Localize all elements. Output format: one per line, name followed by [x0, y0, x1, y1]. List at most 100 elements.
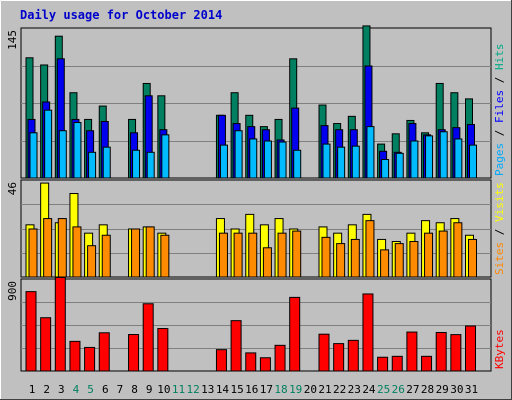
x-tick-label-day-16: 16 — [245, 383, 258, 396]
bar-kbytes-kbytes-day-6 — [98, 332, 110, 372]
bar-kbytes-kbytes-day-14 — [215, 349, 227, 372]
bar-hits-pages-day-8 — [132, 149, 141, 179]
bar-hits-pages-day-2 — [44, 109, 53, 179]
x-tick-label-day-5: 5 — [87, 383, 94, 396]
x-tick-label-day-29: 29 — [436, 383, 449, 396]
bar-hits-pages-day-14 — [219, 144, 228, 179]
bar-hits-pages-day-22 — [337, 146, 346, 179]
bar-hits-pages-day-28 — [425, 135, 434, 179]
bar-kbytes-kbytes-day-25 — [377, 356, 389, 372]
panel-kbytes-legend: KBytes — [493, 329, 506, 369]
bar-kbytes-kbytes-day-23 — [347, 339, 359, 372]
bar-hits-pages-day-25 — [381, 159, 390, 179]
bar-visits-sites-day-15 — [233, 232, 243, 278]
legend-entry: Hits — [493, 44, 506, 71]
bar-kbytes-kbytes-day-8 — [128, 334, 140, 372]
bar-hits-pages-day-4 — [73, 122, 82, 179]
bar-kbytes-kbytes-day-24 — [362, 293, 374, 372]
x-tick-label-day-15: 15 — [230, 383, 243, 396]
x-tick-label-day-23: 23 — [348, 383, 361, 396]
bar-kbytes-kbytes-day-18 — [274, 344, 286, 372]
bar-hits-pages-day-10 — [161, 134, 170, 179]
bar-kbytes-kbytes-day-15 — [230, 320, 242, 372]
bar-kbytes-kbytes-day-22 — [333, 343, 345, 372]
bar-kbytes-kbytes-day-29 — [435, 331, 447, 372]
legend-entry: Pages — [493, 143, 506, 176]
bar-visits-sites-day-31 — [468, 238, 477, 278]
x-tick-label-day-14: 14 — [216, 383, 230, 396]
panel-kbytes-axis-max-label: 900 — [6, 281, 19, 301]
x-tick-label-day-11: 11 — [172, 383, 185, 396]
x-tick-label-day-4: 4 — [73, 383, 80, 396]
bar-hits-pages-day-27 — [410, 140, 419, 179]
bar-visits-sites-day-17 — [262, 247, 272, 278]
panel-visits-legend: Sites / Visits — [493, 182, 506, 275]
x-tick-label-day-17: 17 — [260, 383, 273, 396]
bar-kbytes-kbytes-day-17 — [259, 357, 271, 372]
bar-visits-sites-day-14 — [218, 232, 228, 278]
x-tick-label-day-6: 6 — [102, 383, 109, 396]
bar-visits-sites-day-3 — [57, 218, 67, 278]
bar-kbytes-kbytes-day-1 — [25, 291, 37, 372]
bar-hits-pages-day-6 — [102, 146, 111, 179]
bar-hits-pages-day-15 — [234, 130, 243, 179]
x-tick-label-day-24: 24 — [362, 383, 376, 396]
bar-hits-pages-day-23 — [351, 145, 360, 179]
bar-visits-sites-day-1 — [28, 228, 38, 278]
x-tick-label-day-25: 25 — [377, 383, 390, 396]
bar-hits-pages-day-26 — [395, 152, 404, 179]
x-tick-label-day-20: 20 — [304, 383, 317, 396]
x-tick-label-day-7: 7 — [117, 383, 124, 396]
bar-visits-sites-day-2 — [43, 218, 53, 278]
bar-visits-sites-day-27 — [409, 241, 419, 278]
x-tick-label-day-18: 18 — [274, 383, 287, 396]
x-tick-label-day-21: 21 — [318, 383, 331, 396]
x-tick-label-day-30: 30 — [450, 383, 463, 396]
bar-kbytes-kbytes-day-5 — [84, 346, 96, 372]
bar-visits-sites-day-29 — [438, 230, 448, 278]
bar-visits-sites-day-28 — [424, 232, 434, 278]
x-tick-label-day-12: 12 — [187, 383, 200, 396]
bar-visits-sites-day-19 — [292, 230, 302, 278]
bar-visits-sites-day-10 — [160, 234, 170, 278]
bar-visits-sites-day-5 — [87, 245, 97, 278]
bar-kbytes-kbytes-day-30 — [450, 334, 462, 372]
legend-entry: / — [493, 70, 506, 90]
x-tick-label-day-2: 2 — [43, 383, 50, 396]
x-tick-label-day-1: 1 — [29, 383, 36, 396]
bar-hits-pages-day-30 — [454, 138, 463, 179]
bar-kbytes-kbytes-day-9 — [142, 303, 154, 372]
panel-visits-axis-max-label: 46 — [6, 182, 19, 195]
legend-entry: Files — [493, 90, 506, 123]
bar-kbytes-kbytes-day-16 — [245, 352, 257, 372]
x-tick-label-day-19: 19 — [289, 383, 302, 396]
bar-visits-sites-day-6 — [101, 234, 111, 278]
bar-kbytes-kbytes-day-31 — [465, 325, 476, 372]
bar-hits-pages-day-17 — [263, 140, 272, 179]
panel-hits-axis-max-label: 145 — [6, 30, 19, 50]
bar-hits-pages-day-18 — [278, 141, 287, 179]
bar-visits-sites-day-26 — [394, 243, 404, 278]
bar-hits-pages-day-31 — [469, 144, 477, 179]
bar-hits-pages-day-29 — [439, 131, 448, 179]
x-tick-label-day-8: 8 — [131, 383, 138, 396]
bar-hits-pages-day-19 — [293, 149, 302, 179]
bar-visits-sites-day-8 — [131, 228, 141, 278]
bar-visits-sites-day-21 — [321, 236, 331, 278]
bar-visits-sites-day-16 — [248, 232, 258, 278]
bar-visits-sites-day-30 — [453, 222, 463, 278]
x-tick-label-day-26: 26 — [392, 383, 405, 396]
x-tick-label-day-3: 3 — [58, 383, 65, 396]
legend-entry: Sites — [493, 242, 506, 275]
bar-kbytes-kbytes-day-19 — [289, 296, 301, 372]
bar-visits-sites-day-9 — [145, 226, 155, 278]
bar-hits-pages-day-24 — [366, 126, 375, 179]
x-tick-label-day-31: 31 — [465, 383, 478, 396]
x-tick-label-day-22: 22 — [333, 383, 346, 396]
x-tick-label-day-9: 9 — [146, 383, 153, 396]
x-tick-label-day-27: 27 — [406, 383, 419, 396]
bar-kbytes-kbytes-day-21 — [318, 333, 330, 372]
bar-visits-sites-day-18 — [277, 232, 287, 278]
